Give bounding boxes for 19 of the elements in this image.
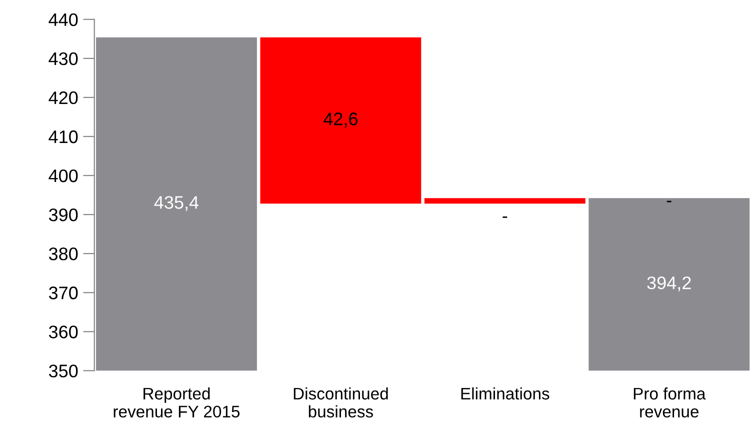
x-tick-label: Discontinued business bbox=[294, 387, 388, 418]
x-tick-label: Pro forma revenue bbox=[634, 387, 706, 418]
x-tick-label: Eliminations bbox=[461, 387, 550, 400]
y-tick-label: 410 bbox=[48, 130, 78, 144]
data-label: - bbox=[502, 216, 508, 218]
y-tick-label: 400 bbox=[48, 169, 78, 182]
y-tick-label: 390 bbox=[48, 208, 78, 222]
y-tick-label: 420 bbox=[48, 91, 78, 104]
y-tick-label: 430 bbox=[48, 52, 78, 66]
data-label: 435,4 bbox=[154, 196, 199, 211]
data-label: 42,6 bbox=[324, 112, 358, 128]
y-tick-label: 370 bbox=[48, 286, 78, 300]
y-tick-label: 350 bbox=[48, 364, 78, 378]
y-tick-label: 380 bbox=[48, 248, 78, 260]
y-tick-label: 360 bbox=[48, 326, 78, 338]
y-tick-label: 440 bbox=[48, 13, 78, 26]
data-label: 394,2 bbox=[647, 276, 691, 292]
x-tick-label: Reported revenue FY 2015 bbox=[114, 387, 240, 418]
annotation: - bbox=[666, 200, 672, 202]
